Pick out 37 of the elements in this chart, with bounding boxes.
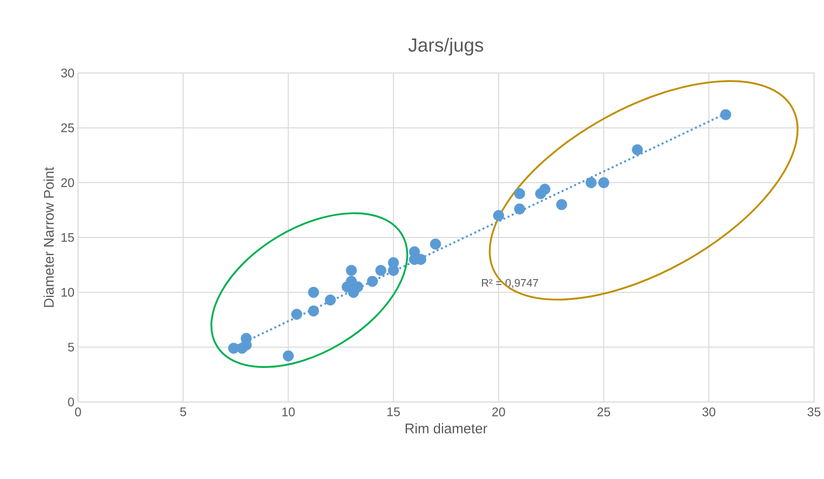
point: [346, 264, 357, 276]
point: [720, 109, 732, 120]
y-tick-label: 15: [62, 233, 74, 242]
x-tick-label: 30: [702, 408, 716, 416]
x-tick-label: 5: [180, 408, 186, 416]
point: [514, 203, 526, 214]
y-axis-title: Diameter Narrow Point: [44, 167, 54, 307]
point: [632, 144, 643, 156]
x-tick-label: 20: [492, 408, 506, 416]
point: [514, 188, 526, 200]
y-tick-label: 5: [68, 342, 74, 352]
point: [308, 286, 320, 298]
y-tick-label: 20: [61, 178, 74, 188]
y-tick-label: 10: [62, 288, 74, 297]
point: [375, 264, 386, 276]
point: [430, 238, 441, 250]
y-tick-label: 30: [61, 68, 74, 78]
x-tick-label: 25: [597, 408, 610, 416]
point: [556, 199, 568, 210]
x-axis-title: Rim diameter: [406, 423, 488, 434]
point: [324, 294, 336, 306]
point: [539, 184, 550, 195]
point: [291, 308, 302, 320]
point: [366, 276, 378, 287]
point: [348, 286, 359, 298]
x-tick-label: 15: [387, 408, 400, 416]
y-tick-label: 25: [61, 123, 74, 132]
point: [308, 305, 320, 316]
x-tick-label: 0: [75, 408, 81, 416]
point: [493, 210, 504, 222]
point: [282, 350, 294, 362]
chart-title: Jars/jugs: [408, 38, 484, 56]
point: [586, 177, 597, 188]
point: [598, 177, 610, 188]
x-tick-label: 35: [808, 408, 820, 416]
x-tick-label: 10: [282, 408, 295, 416]
y-tick-label: 0: [68, 398, 74, 406]
